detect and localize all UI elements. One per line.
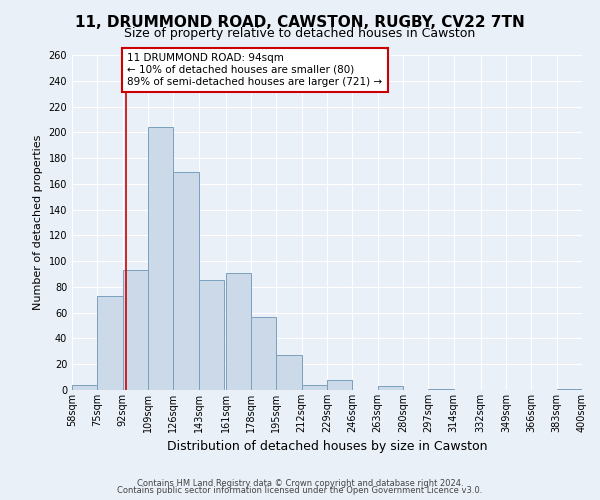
- Bar: [557, 388, 582, 390]
- Bar: [428, 388, 454, 390]
- Text: Contains public sector information licensed under the Open Government Licence v3: Contains public sector information licen…: [118, 486, 482, 495]
- Bar: [173, 172, 199, 390]
- Text: Size of property relative to detached houses in Cawston: Size of property relative to detached ho…: [124, 28, 476, 40]
- Bar: [327, 380, 352, 390]
- Bar: [226, 273, 251, 390]
- Bar: [123, 270, 148, 390]
- Text: 11 DRUMMOND ROAD: 94sqm
← 10% of detached houses are smaller (80)
89% of semi-de: 11 DRUMMOND ROAD: 94sqm ← 10% of detache…: [127, 54, 382, 86]
- Text: 11, DRUMMOND ROAD, CAWSTON, RUGBY, CV22 7TN: 11, DRUMMOND ROAD, CAWSTON, RUGBY, CV22 …: [75, 15, 525, 30]
- Bar: [199, 280, 224, 390]
- Bar: [276, 355, 302, 390]
- Bar: [148, 127, 173, 390]
- X-axis label: Distribution of detached houses by size in Cawston: Distribution of detached houses by size …: [167, 440, 487, 454]
- Bar: [72, 385, 97, 390]
- Y-axis label: Number of detached properties: Number of detached properties: [33, 135, 43, 310]
- Bar: [251, 316, 276, 390]
- Bar: [378, 386, 403, 390]
- Bar: [302, 385, 327, 390]
- Bar: [97, 296, 123, 390]
- Text: Contains HM Land Registry data © Crown copyright and database right 2024.: Contains HM Land Registry data © Crown c…: [137, 478, 463, 488]
